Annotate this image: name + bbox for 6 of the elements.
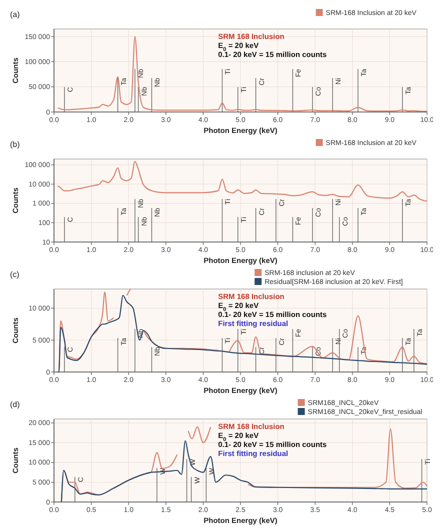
text: (b) (10, 140, 20, 149)
line-series (60, 440, 428, 503)
text: (c) (10, 270, 20, 279)
line-series (57, 36, 428, 112)
text: (d) (10, 400, 20, 409)
text: (a) (10, 10, 20, 19)
